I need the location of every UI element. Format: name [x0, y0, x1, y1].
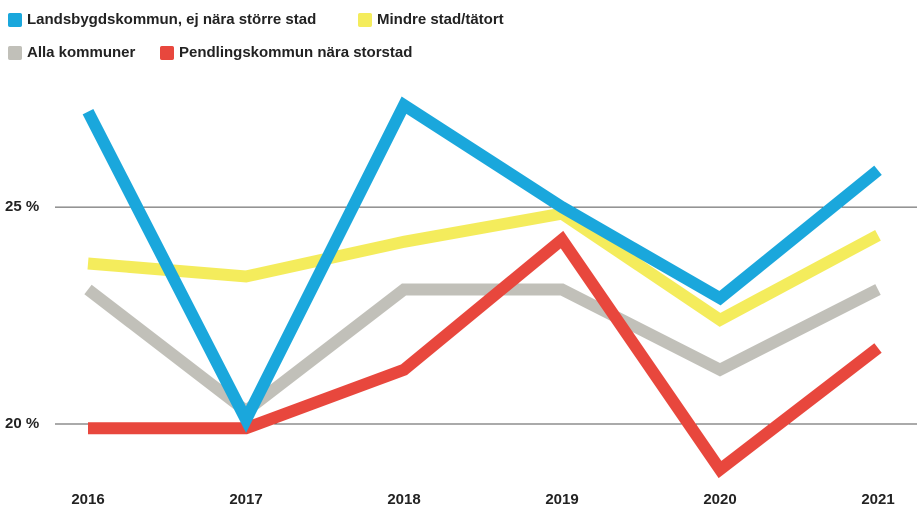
legend-label: Alla kommuner — [27, 44, 136, 61]
series-line — [87, 207, 881, 327]
x-tick-label: 2016 — [71, 491, 104, 508]
x-tick-label: 2017 — [229, 491, 262, 508]
y-tick-label: 25 % — [5, 198, 39, 215]
legend-swatch — [160, 46, 174, 60]
series-line — [84, 283, 881, 419]
legend-swatch — [8, 13, 22, 27]
legend-label: Mindre stad/tätort — [377, 11, 504, 28]
series-line — [82, 96, 882, 433]
x-tick-label: 2019 — [545, 491, 578, 508]
legend-swatch — [8, 46, 22, 60]
legend-label: Landsbygdskommun, ej nära större stad — [27, 11, 316, 28]
legend-label: Pendlingskommun nära storstad — [179, 44, 412, 61]
y-tick-label: 20 % — [5, 415, 39, 432]
x-tick-label: 2021 — [861, 491, 894, 508]
x-tick-label: 2018 — [387, 491, 420, 508]
x-tick-label: 2020 — [703, 491, 736, 508]
legend-swatch — [358, 13, 372, 27]
series-line — [88, 230, 882, 479]
